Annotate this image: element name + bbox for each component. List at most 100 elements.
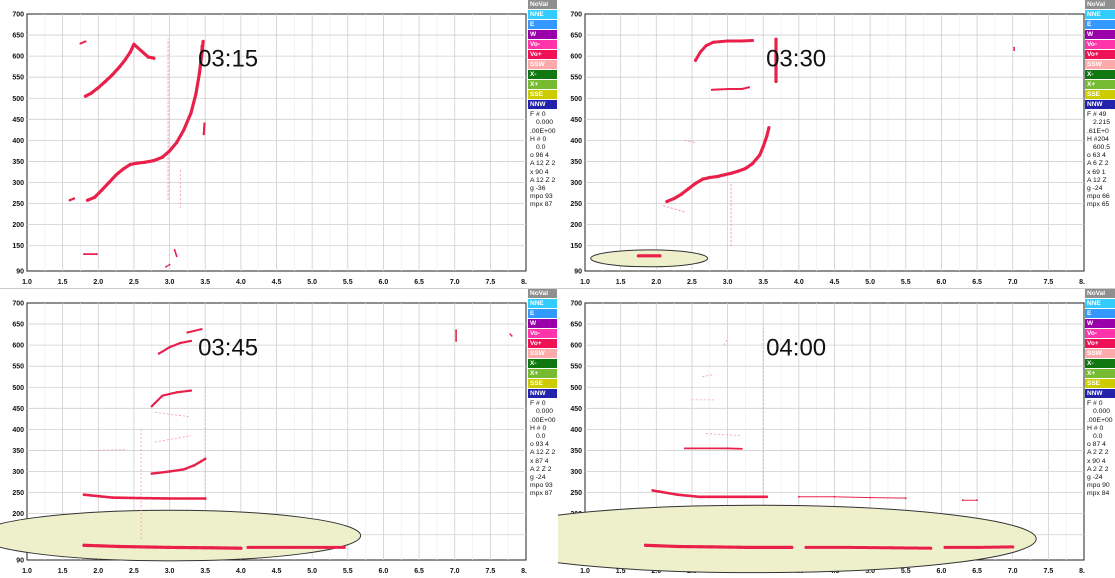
y-tick-label: 600: [570, 343, 582, 350]
echo-trace: [173, 249, 178, 258]
x-tick-label: 1.5: [58, 568, 68, 575]
legend-item: NNE: [1085, 9, 1115, 20]
legend-0315: NoVal NNE E W Vo- Vo+ SSW X- X+ SSE NNW F # 0 0.000.…: [528, 0, 557, 210]
y-tick-label: 400: [12, 427, 24, 434]
faint-echo-trace: [723, 338, 728, 346]
data-point: [165, 265, 167, 268]
x-tick-label: 5.5: [343, 279, 353, 286]
data-point: [658, 254, 662, 258]
data-point: [747, 86, 750, 89]
data-point: [676, 493, 679, 496]
legend-item: NoVal: [1085, 289, 1115, 299]
y-tick-label: 300: [12, 180, 24, 187]
legend-item: NNW: [1085, 99, 1115, 110]
stat-line: g -24: [1087, 185, 1103, 193]
stat-line: mpo 93: [530, 482, 553, 490]
stat-line: H # 0: [530, 424, 547, 432]
x-tick-label: 1.5: [58, 279, 68, 286]
legend-item: X-: [528, 358, 557, 369]
data-point: [111, 496, 114, 499]
y-tick-label: 150: [570, 243, 582, 250]
legend-item: X-: [1085, 358, 1115, 369]
data-point: [929, 546, 933, 550]
x-tick-label: 1.5: [616, 568, 626, 575]
chart-panel-0330: 1.0 1.5 2.0 2.5 3.0 3.5 4.0 4.5 5.0 5.5 6.0 6.5 7.0 7…: [558, 0, 1115, 289]
stat-line: 2.215: [1093, 119, 1111, 127]
stat-line: g -24: [530, 474, 546, 482]
highlight-ellipse: [0, 509, 362, 562]
data-point: [961, 499, 964, 502]
x-tick-label: 5.0: [307, 279, 317, 286]
data-point: [204, 457, 207, 461]
y-tick-label: 600: [570, 54, 582, 61]
data-point: [747, 545, 751, 549]
data-point: [175, 255, 178, 258]
legend-item: X-: [1085, 69, 1115, 80]
x-tick-label: 6.0: [379, 279, 389, 286]
echo-trace: [943, 545, 1015, 549]
stat-line: 0.000: [536, 119, 554, 127]
data-point: [203, 122, 206, 125]
x-tick-label: 8.0: [1079, 279, 1085, 286]
x-tick-label: 1.0: [22, 568, 32, 575]
data-point: [743, 167, 747, 171]
x-tick-label: 6.0: [937, 279, 947, 286]
y-tick-label: 700: [12, 301, 24, 308]
x-tick-label: 3.5: [200, 568, 210, 575]
stat-line: mpo 90: [1087, 482, 1110, 490]
data-point: [83, 94, 88, 98]
y-tick-label: 350: [570, 159, 582, 166]
data-point: [1013, 46, 1016, 49]
legend-item: Vo-: [1085, 39, 1115, 50]
data-point: [509, 333, 512, 336]
panel-divider-horizontal: [0, 288, 1115, 289]
stat-line: F # 0: [530, 400, 546, 408]
y-tick-label: 400: [570, 427, 582, 434]
legend-item: W: [528, 318, 557, 329]
data-point: [132, 42, 136, 46]
stat-line: .00E+00: [530, 127, 556, 135]
data-point: [150, 472, 153, 475]
data-point: [693, 58, 697, 62]
legend-item: NNW: [528, 99, 557, 110]
data-point: [194, 92, 198, 96]
stat-line: 0.000: [1093, 408, 1111, 416]
x-tick-label: 4.0: [236, 279, 246, 286]
stat-line: A 2 Z 2: [1087, 449, 1109, 457]
x-tick-label: 8.0: [521, 279, 527, 286]
legend-item: NNW: [1085, 388, 1115, 399]
data-point: [665, 199, 669, 204]
x-tick-label: 7.0: [1008, 279, 1018, 286]
data-point: [708, 175, 712, 180]
y-tick-label: 200: [12, 222, 24, 229]
data-point: [100, 188, 104, 192]
data-point: [114, 173, 118, 177]
x-tick-label: 2.5: [687, 279, 697, 286]
data-point: [203, 497, 207, 500]
highlight-ellipse: [558, 504, 1037, 574]
y-tick-label: 550: [12, 364, 24, 371]
y-tick-label: 450: [570, 406, 582, 413]
chart-title: 04:00: [766, 335, 826, 362]
data-point: [774, 79, 778, 84]
data-point: [726, 495, 729, 499]
x-tick-label: 3.0: [165, 279, 175, 286]
legend-item: SSW: [528, 348, 557, 359]
y-tick-label: 400: [12, 138, 24, 145]
stat-line: A 12 Z: [1087, 176, 1107, 184]
legend-item: X-: [528, 69, 557, 80]
legend-item: E: [1085, 19, 1115, 30]
highlight-ellipse: [590, 249, 709, 268]
y-tick-label: 400: [570, 138, 582, 145]
x-tick-label: 6.0: [379, 568, 389, 575]
data-point: [152, 159, 156, 163]
legend-item: Vo+: [1085, 338, 1115, 349]
x-tick-label: 7.0: [450, 279, 460, 286]
y-tick-label: 500: [570, 96, 582, 103]
data-point: [715, 175, 719, 179]
data-point: [210, 546, 214, 550]
legend-item: E: [528, 308, 557, 319]
